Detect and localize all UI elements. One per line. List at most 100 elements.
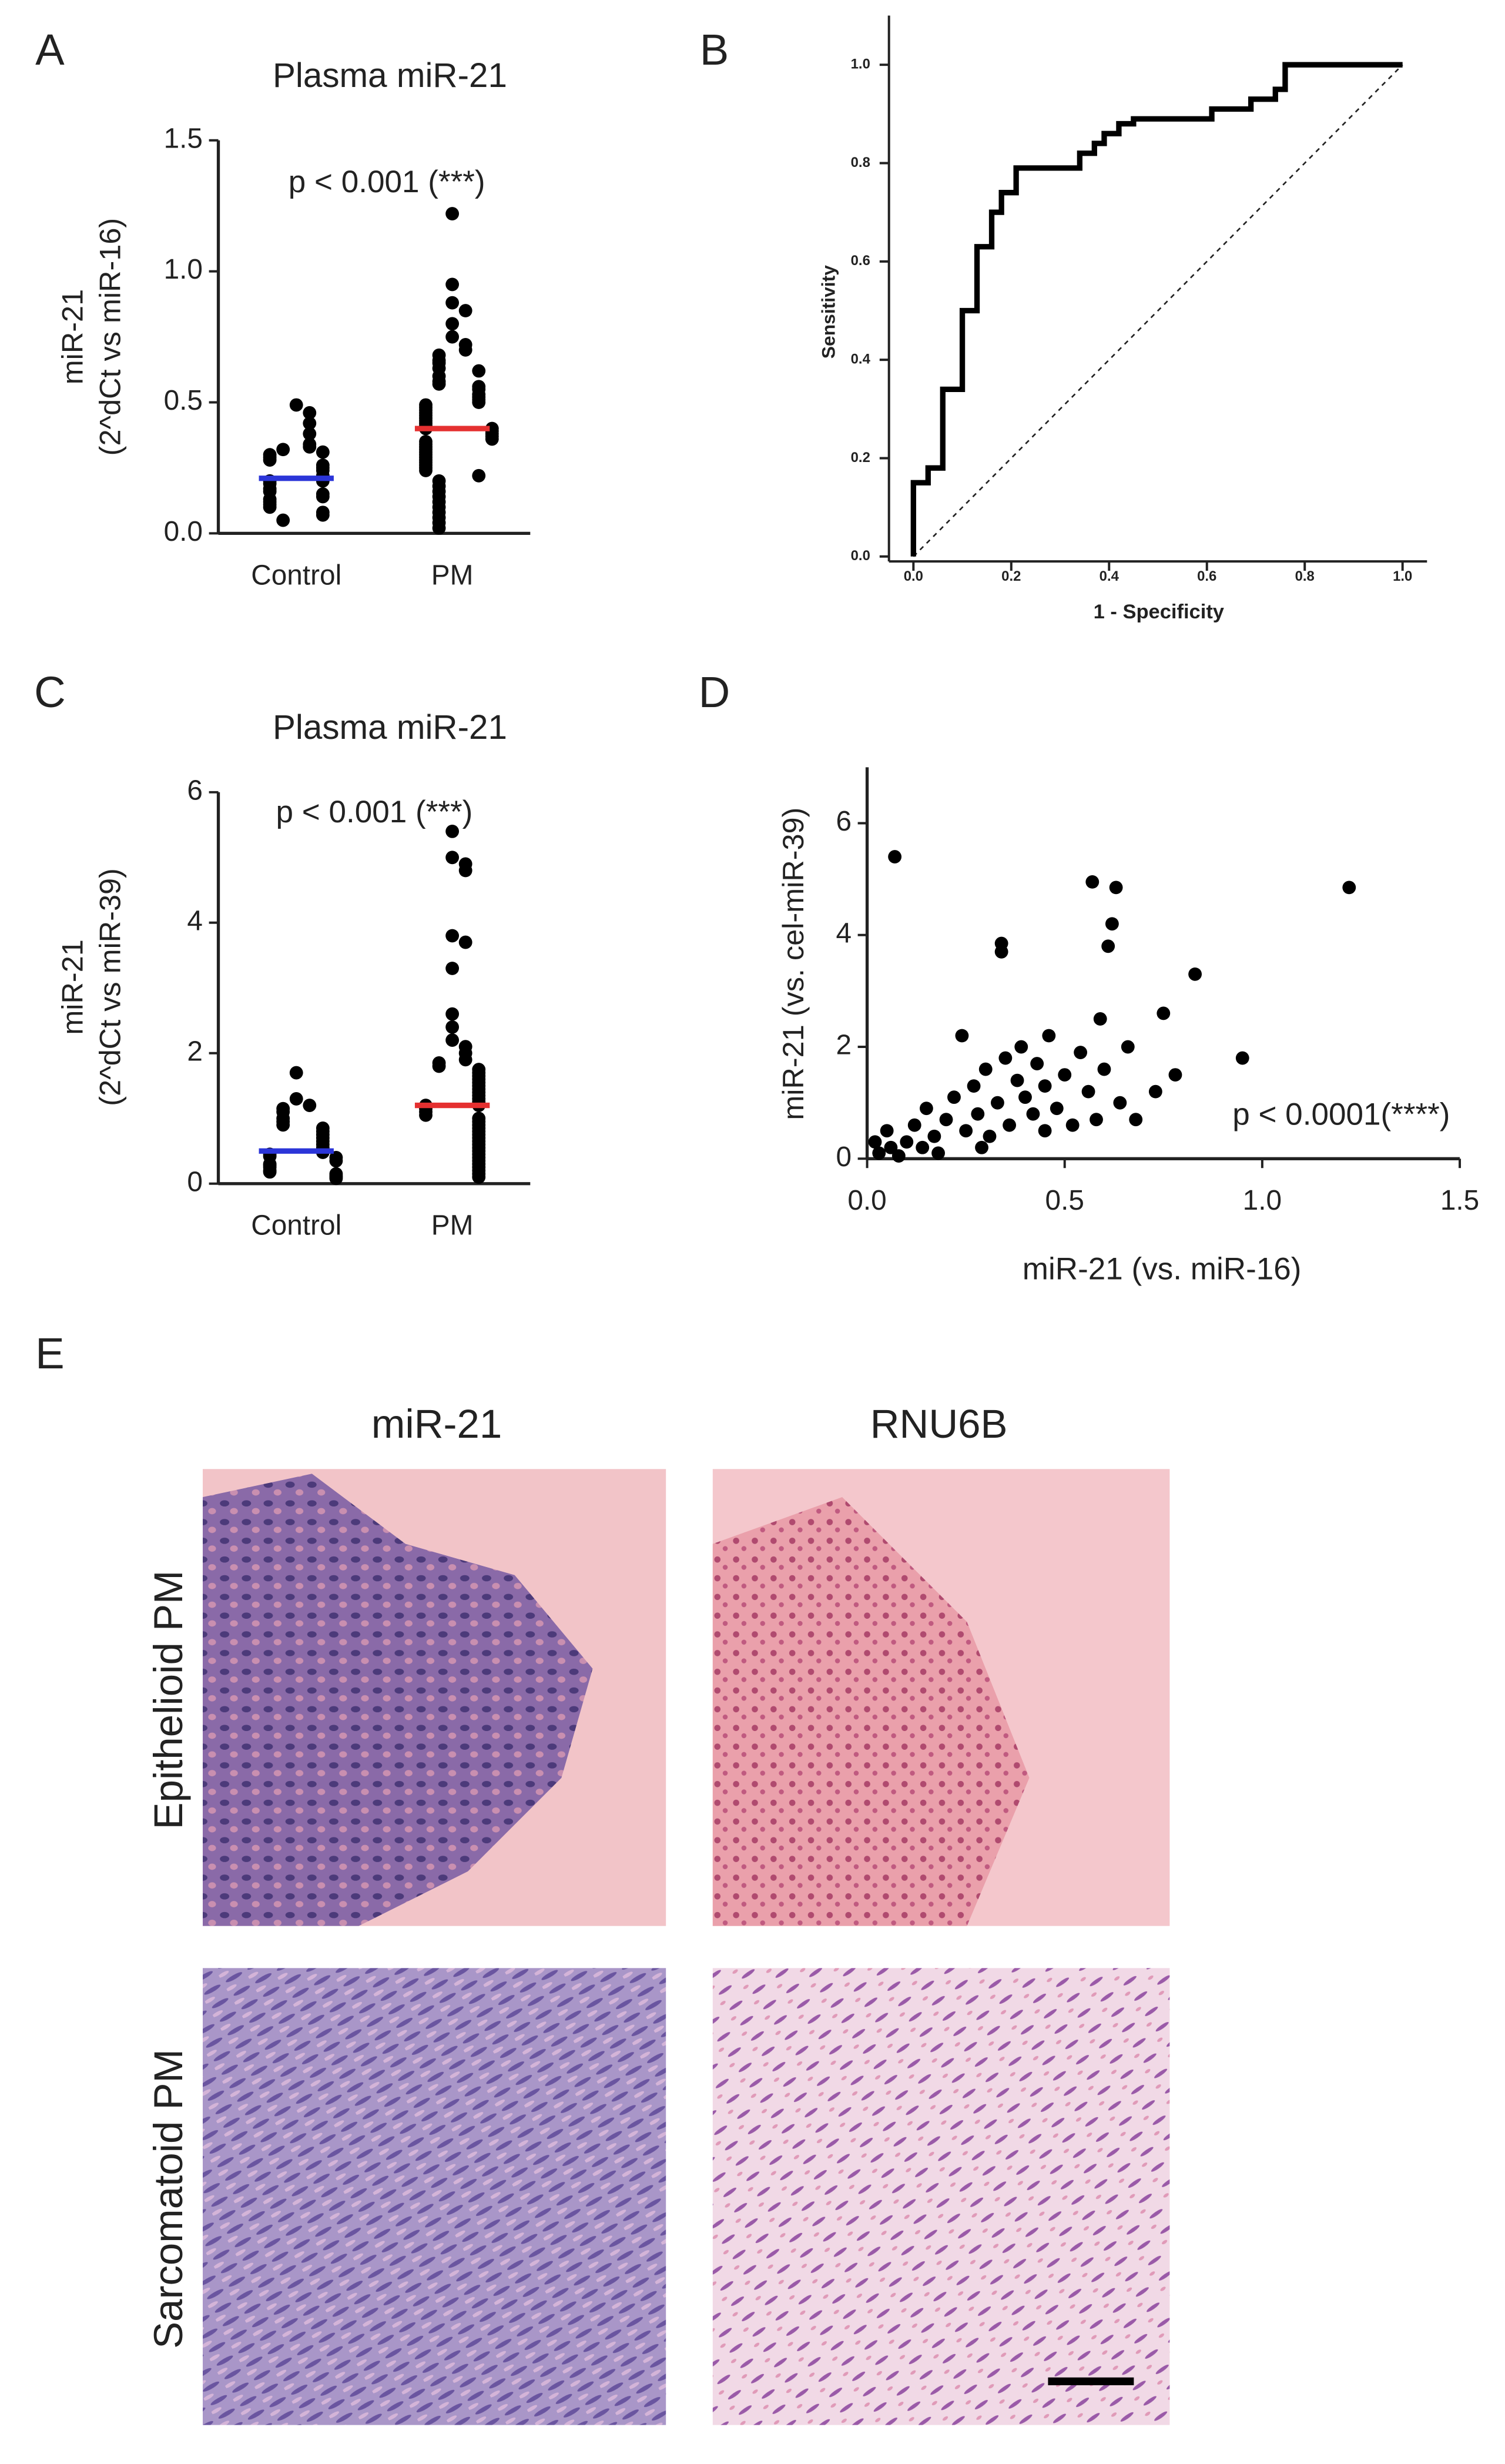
y-tick-label: 0.0 (851, 548, 870, 564)
data-point (872, 1146, 886, 1160)
annotation: p < 0.001 (***) (289, 165, 485, 199)
data-point (1109, 881, 1123, 895)
data-point (1188, 967, 1202, 981)
data-point (955, 1029, 969, 1043)
data-point (880, 1124, 894, 1138)
data-point (1113, 1096, 1127, 1110)
x-axis-label: 1 - Specificity (1094, 601, 1224, 623)
annotation: p < 0.0001(****) (1232, 1097, 1450, 1132)
x-tick-label: 0.8 (1295, 568, 1315, 584)
data-point (458, 304, 472, 317)
data-point (1085, 875, 1100, 889)
data-point (1097, 1062, 1111, 1076)
data-point (931, 1146, 945, 1160)
data-point (316, 490, 330, 504)
y-tick-label: 1.0 (164, 254, 203, 285)
chart-title: Plasma miR-21 (273, 708, 507, 746)
data-point (419, 463, 433, 477)
chart-title: Plasma miR-21 (273, 56, 507, 95)
data-point (919, 1102, 933, 1116)
data-point (1010, 1073, 1024, 1087)
data-point (967, 1079, 981, 1093)
data-point (1065, 1118, 1080, 1132)
data-point (472, 1170, 486, 1184)
data-point (276, 1118, 290, 1132)
panel-letter: E (35, 1329, 65, 1378)
data-point (1157, 1006, 1171, 1020)
data-point (432, 521, 446, 535)
data-point (971, 1107, 985, 1121)
y-axis-label: (2^dCt vs miR-16) (93, 218, 126, 456)
image-column-label: miR-21 (371, 1401, 502, 1447)
y-tick-label: 2 (836, 1030, 852, 1061)
data-point (329, 1154, 343, 1168)
panel-letter: A (35, 25, 65, 74)
tissue (712, 1497, 1030, 1926)
x-tick-label: 0.0 (847, 1185, 886, 1216)
y-axis-label: miR-21 (vs. cel-miR-39) (776, 808, 810, 1120)
data-point (303, 1099, 317, 1112)
data-point (316, 508, 330, 522)
panel-letter: D (699, 668, 730, 717)
annotation: p < 0.001 (***) (276, 795, 473, 829)
y-tick-label: 0.0 (164, 516, 203, 547)
y-axis-label: (2^dCt vs miR-39) (93, 868, 126, 1106)
data-point (888, 850, 902, 863)
x-tick-label: PM (431, 1210, 474, 1241)
data-point (1003, 1118, 1017, 1132)
data-point (445, 929, 460, 943)
data-point (329, 1171, 343, 1186)
data-point (432, 377, 446, 391)
data-point (991, 1096, 1004, 1110)
data-point (959, 1124, 973, 1138)
data-point (263, 453, 277, 467)
image-column-label: RNU6B (870, 1401, 1008, 1447)
y-axis-label: miR-21 (56, 939, 89, 1035)
data-point (1030, 1057, 1044, 1070)
data-point (289, 1066, 303, 1080)
data-point (289, 1092, 303, 1106)
data-point (947, 1090, 961, 1104)
data-point (1042, 1029, 1056, 1043)
data-point (458, 343, 472, 357)
data-point (276, 443, 290, 457)
data-point (472, 364, 486, 378)
y-tick-label: 0.6 (851, 253, 870, 269)
data-point (419, 1108, 433, 1122)
panel-letter: C (34, 668, 66, 717)
y-tick-label: 0.4 (851, 351, 871, 367)
x-tick-label: 1.0 (1393, 568, 1412, 584)
y-tick-label: 4 (187, 905, 203, 936)
data-point (458, 863, 472, 878)
data-point (458, 935, 472, 949)
y-tick-label: 1.5 (164, 123, 203, 154)
data-point (458, 1053, 472, 1067)
data-point (998, 1051, 1013, 1065)
y-tick-label: 0.8 (851, 155, 870, 170)
x-tick-label: 1.5 (1440, 1185, 1479, 1216)
data-point (445, 207, 460, 220)
data-point (1014, 1040, 1028, 1054)
data-point (445, 824, 460, 838)
data-point (1038, 1079, 1052, 1093)
y-tick-label: 0.2 (851, 450, 870, 466)
data-point (1129, 1113, 1143, 1127)
data-point (303, 406, 317, 420)
x-tick-label: 0.2 (1001, 568, 1021, 584)
data-point (445, 851, 460, 865)
image-row-label: Sarcomatoid PM (146, 2049, 191, 2349)
y-tick-label: 0.5 (164, 385, 203, 416)
image-row-label: Epithelioid PM (146, 1570, 191, 1829)
roc-curve (910, 62, 1403, 557)
data-point (445, 962, 460, 975)
y-tick-label: 1.0 (851, 56, 870, 72)
data-point (445, 277, 460, 292)
data-point (445, 330, 460, 344)
image-sarcomatoid-mir21 (203, 1968, 666, 2425)
data-point (884, 1140, 898, 1154)
x-tick-label: Control (251, 1210, 341, 1241)
y-tick-label: 4 (836, 918, 852, 949)
data-point (1090, 1113, 1103, 1127)
data-point (303, 427, 317, 441)
